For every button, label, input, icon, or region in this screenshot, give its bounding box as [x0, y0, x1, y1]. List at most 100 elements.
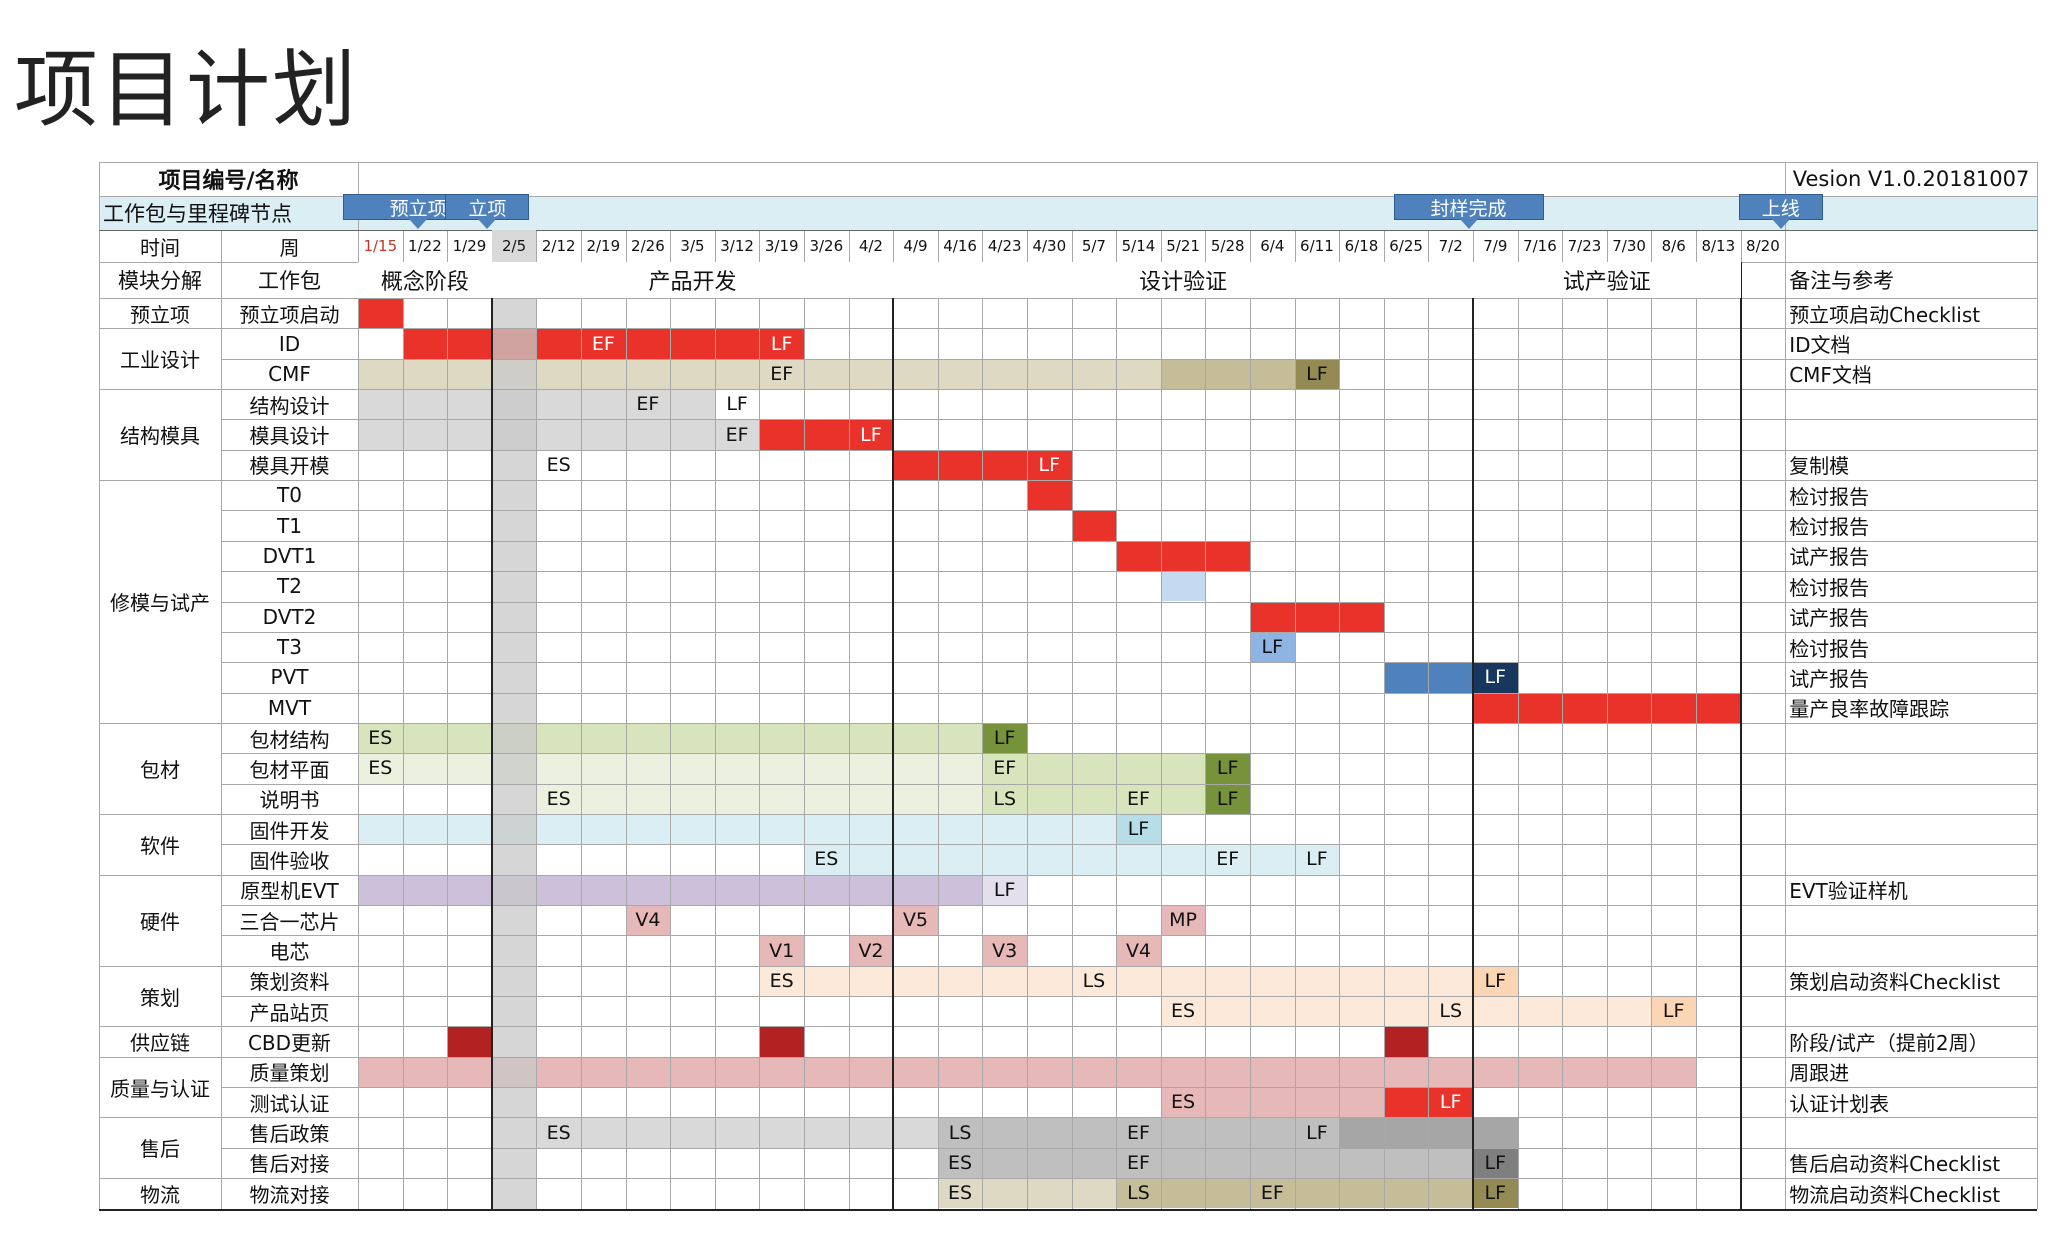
module-cell: 策划	[140, 985, 180, 1010]
week-header-cell: 8/13	[1701, 237, 1736, 255]
note-cell: ID文档	[1789, 333, 1851, 358]
grid-vline	[1116, 230, 1118, 1209]
grid-hline	[221, 783, 2037, 785]
note-cell: EVT验证样机	[1789, 879, 1908, 904]
grid-hline	[99, 298, 221, 299]
note-cell	[1785, 844, 2037, 874]
work-package-cell: 原型机EVT	[240, 879, 339, 904]
gantt-marker-label: ES	[948, 1151, 973, 1174]
grid-vline	[1205, 230, 1207, 1209]
grid-hline	[221, 540, 2037, 542]
grid-vline	[1250, 230, 1251, 1209]
module-cell: 售后	[140, 1137, 180, 1162]
note-cell	[1785, 935, 2037, 965]
gantt-bar-segment	[982, 783, 1206, 814]
milestone-flag-2: 封样完成	[1393, 194, 1544, 229]
work-package-cell: DVT1	[262, 543, 317, 568]
gantt-marker-label: EF	[770, 362, 794, 385]
grid-hline	[221, 389, 2037, 391]
work-package-cell: PVT	[270, 665, 309, 690]
phase-separator	[490, 262, 493, 1209]
gantt-marker-label: EF	[636, 393, 660, 416]
grid-vline	[402, 230, 404, 1209]
week-header-cell: 1/15	[363, 237, 398, 255]
gantt-marker-label: LF	[1484, 1151, 1507, 1174]
note-cell: 检讨报告	[1789, 484, 1870, 509]
gantt-bar-segment	[893, 905, 938, 936]
work-package-cell: 包材平面	[249, 757, 330, 782]
grid-vline	[358, 162, 359, 1209]
grid-vline	[1339, 230, 1341, 1209]
grid-hline	[221, 358, 2037, 360]
grid-hline	[99, 389, 221, 391]
work-package-cell: 模具设计	[249, 424, 330, 449]
note-cell: 试产报告	[1789, 545, 1870, 570]
grid-vline	[1606, 230, 1608, 1209]
grid-vline	[99, 162, 100, 1209]
gantt-marker-label: LF	[1216, 787, 1239, 810]
note-cell: 复制模	[1789, 454, 1850, 479]
week-header-cell: 1/22	[408, 237, 442, 255]
grid-hline	[221, 996, 2037, 998]
gantt-bar-segment	[358, 419, 760, 450]
gantt-marker-label: EF	[1127, 787, 1150, 810]
grid-vline	[1160, 230, 1162, 1209]
milestone-flag-1: 立项	[445, 194, 530, 229]
grid-vline	[937, 230, 939, 1209]
module-cell: 预立项	[130, 302, 190, 327]
week-header-cell: 8/6	[1661, 237, 1686, 255]
gantt-marker-label: ES	[1171, 1000, 1196, 1023]
note-cell	[1785, 389, 2037, 419]
grid-vline	[2037, 162, 2038, 1209]
grid-hline	[221, 328, 2037, 330]
note-cell: 物流启动资料Checklist	[1789, 1182, 2001, 1207]
gantt-bar-segment	[1651, 996, 1696, 1027]
week-header-cell: 3/19	[764, 237, 799, 255]
gantt-marker-label: EF	[1216, 848, 1240, 871]
note-cell: 检讨报告	[1789, 575, 1870, 600]
grid-hline	[221, 449, 2037, 451]
grid-vline	[848, 230, 850, 1209]
note-cell: 试产报告	[1789, 666, 1870, 691]
gantt-bar-segment	[358, 298, 403, 329]
note-cell: 试产报告	[1789, 606, 1870, 631]
phase-header: 概念阶段	[358, 262, 492, 298]
phase-header: 试产验证	[1473, 262, 1741, 298]
work-package-cell: 预立项启动	[239, 302, 340, 327]
gantt-bar-segment	[1473, 1147, 1518, 1179]
gantt-marker-label: V4	[1125, 939, 1152, 962]
gantt-marker-label: V2	[858, 939, 884, 962]
gantt-marker-label: ES	[769, 969, 794, 992]
module-cell: 供应链	[130, 1031, 190, 1056]
grid-hline	[221, 1087, 2037, 1089]
work-package-cell: 三合一芯片	[239, 909, 340, 934]
gantt-marker-label: ES	[368, 727, 393, 750]
gantt-bar-segment	[1250, 631, 1295, 663]
gantt-bar-segment	[625, 905, 671, 936]
gantt-bar-segment	[1160, 1087, 1384, 1118]
note-cell	[1785, 1117, 2037, 1147]
milestone-flag-3: 上线	[1738, 194, 1823, 229]
module-cell: 工业设计	[120, 348, 200, 373]
week-header-cell: 7/9	[1483, 237, 1508, 255]
project-gantt-sheet: 项目编号/名称 Vesion V1.0.20181007 工作包与里程碑节点 预立项 立…	[99, 162, 2038, 1214]
notes-header: 备注与参考	[1789, 269, 1895, 293]
module-cell: 硬件	[140, 909, 180, 934]
grid-vline	[221, 230, 222, 1209]
grid-hline	[221, 935, 2037, 937]
work-package-cell: 售后政策	[249, 1122, 330, 1147]
grid-hline	[221, 631, 2037, 633]
week-header-cell: 4/2	[858, 237, 883, 255]
grid-hline	[221, 692, 2037, 694]
work-package-cell: 固件开发	[249, 818, 330, 843]
gantt-bar-segment	[1027, 480, 1072, 511]
work-package-cell: 产品站页	[249, 1000, 330, 1025]
gantt-bar-segment	[1116, 1178, 1473, 1209]
gantt-marker-label: LF	[726, 393, 748, 416]
work-package-cell: 策划资料	[249, 970, 330, 995]
week-label: 周	[279, 235, 300, 260]
work-package-cell: T2	[277, 574, 302, 599]
gantt-bar-segment	[1160, 996, 1652, 1027]
grid-hline	[99, 162, 2037, 163]
module-cell: 物流	[140, 1182, 180, 1207]
